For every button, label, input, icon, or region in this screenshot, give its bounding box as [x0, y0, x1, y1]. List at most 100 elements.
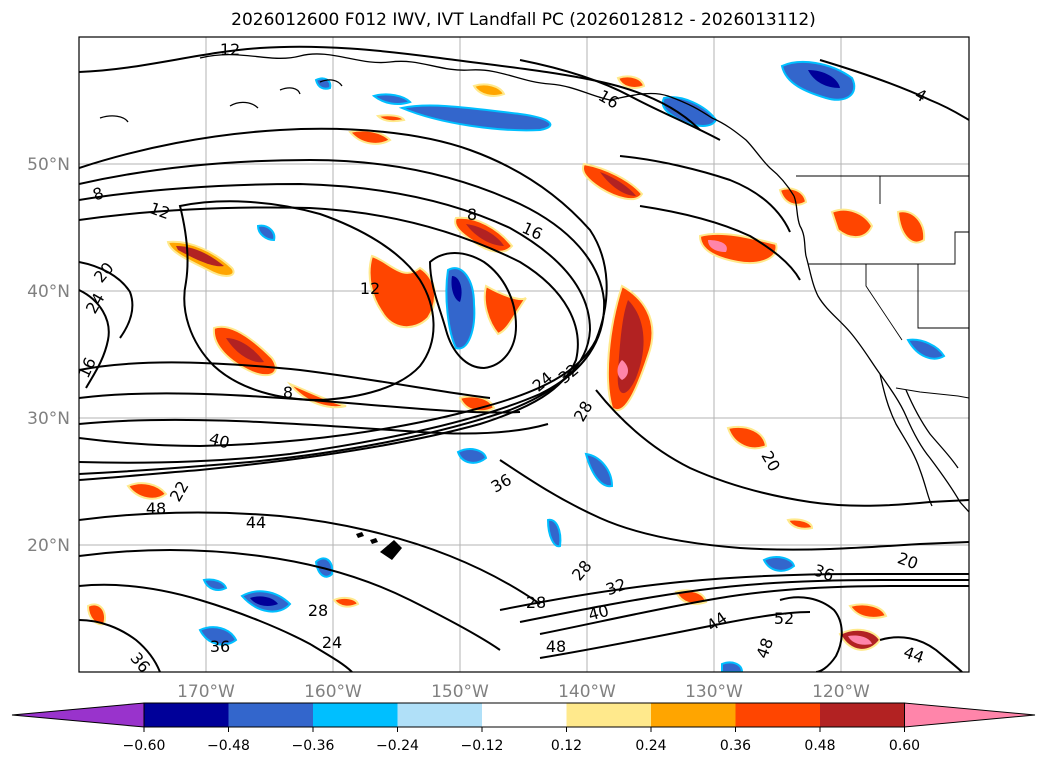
- colorbar-segment: [397, 703, 482, 727]
- lon-label-170w: 170°W: [177, 682, 235, 702]
- pc-blob: [584, 452, 614, 488]
- pc-blob: [371, 93, 412, 105]
- contour-line: [79, 392, 521, 414]
- pc-blob: [314, 77, 332, 90]
- pc-blob: [332, 596, 360, 608]
- gulf-of-california: [905, 389, 959, 469]
- colorbar-tick-label: 0.60: [889, 738, 920, 754]
- pc-blob: [808, 70, 840, 88]
- colorbar-segment: [482, 703, 567, 727]
- colorbar-segment: [144, 703, 229, 727]
- iwv-contours: [79, 45, 969, 672]
- gridlines: [79, 37, 969, 672]
- lat-label-30n: 30°N: [27, 409, 70, 429]
- contour-label-layer: 12 16 4 8 12 16 8 20 24 16 12 8 24 32 28…: [79, 40, 930, 677]
- colorbar: −0.60 −0.48 −0.36 −0.24 −0.12 0.12 0.24 …: [11, 702, 1036, 754]
- colorbar-tick-label: −0.48: [207, 738, 250, 754]
- contour-label: 40: [586, 601, 611, 625]
- contour-line: [499, 459, 969, 551]
- pc-blob: [762, 556, 796, 572]
- contour-line: [819, 59, 969, 121]
- pc-blob: [721, 661, 744, 672]
- state-border: [917, 264, 969, 329]
- contour-label: 24: [322, 633, 342, 652]
- pc-blob: [472, 83, 506, 97]
- colorbar-tick-label: −0.36: [292, 738, 335, 754]
- lon-label-140w: 140°W: [558, 682, 616, 702]
- contour-line: [79, 45, 701, 131]
- contour-label: 28: [526, 593, 546, 612]
- pc-blob: [202, 578, 228, 591]
- lon-label-150w: 150°W: [431, 682, 489, 702]
- pc-blob: [198, 626, 238, 646]
- pc-blob: [848, 603, 888, 619]
- colorbar-segment: [735, 703, 820, 727]
- contour-label: 36: [126, 649, 154, 677]
- canada-coast: [793, 195, 807, 257]
- pc-blob: [286, 381, 347, 409]
- colorbar-tick-label: −0.12: [461, 738, 504, 754]
- contour-line: [539, 585, 969, 635]
- lon-label-120w: 120°W: [812, 682, 870, 702]
- map-frame: [78, 36, 970, 673]
- colorbar-segment: [651, 703, 736, 727]
- colorbar-ticks: [143, 727, 905, 732]
- contour-line: [79, 182, 592, 475]
- contour-line: [539, 611, 811, 659]
- pc-shading: [86, 61, 946, 672]
- pc-blob: [546, 518, 562, 548]
- contour-label: 28: [308, 601, 328, 620]
- contour-label: 48: [146, 499, 166, 518]
- colorbar-tick-label: −0.24: [376, 738, 419, 754]
- contour-label: 36: [210, 637, 230, 656]
- contour-line: [428, 252, 518, 370]
- pc-blob: [256, 224, 276, 242]
- colorbar-segment: [566, 703, 651, 727]
- colorbar-tick-label: −0.60: [123, 738, 166, 754]
- colorbar-tick-label: 0.12: [551, 738, 582, 754]
- contour-label: 44: [246, 513, 266, 532]
- pc-blob: [368, 254, 436, 328]
- pc-blob: [830, 208, 874, 238]
- lat-label-40n: 40°N: [27, 282, 70, 302]
- colorbar-segment: [228, 703, 313, 727]
- contour-line: [519, 59, 721, 141]
- lat-label-20n: 20°N: [27, 536, 70, 556]
- colorbar-segment: [820, 703, 905, 727]
- pc-blob: [674, 589, 708, 605]
- pc-blob: [466, 224, 504, 246]
- pc-blob: [226, 338, 264, 363]
- contour-line: [79, 127, 608, 448]
- alaska-coast: [199, 53, 795, 197]
- pc-blob: [483, 284, 527, 336]
- lon-label-160w: 160°W: [304, 682, 362, 702]
- pc-blob: [451, 276, 462, 302]
- pc-blob: [906, 338, 946, 360]
- pc-blob: [848, 635, 872, 645]
- contour-line: [79, 289, 110, 389]
- colorbar-extend-high: [904, 702, 1036, 728]
- colorbar-tick-label: 0.48: [804, 738, 835, 754]
- lat-label-50n: 50°N: [27, 155, 70, 175]
- map-background: [79, 37, 969, 672]
- contour-line: [79, 418, 549, 435]
- pc-blob: [786, 518, 814, 530]
- contour-label: 48: [546, 637, 566, 656]
- contour-line: [178, 200, 435, 402]
- pc-blob: [375, 114, 406, 123]
- colorbar-segment: [313, 703, 398, 727]
- colorbar-tick-label: 0.36: [720, 738, 751, 754]
- map-layers: 12 16 4 8 12 16 8 20 24 16 12 8 24 32 28…: [79, 37, 969, 677]
- alaska-islands: [99, 79, 343, 123]
- pc-blob: [617, 360, 628, 380]
- contour-line: [79, 261, 134, 339]
- contour-line: [79, 619, 161, 672]
- contour-line: [519, 578, 969, 623]
- contour-line: [499, 572, 969, 611]
- pc-blob: [126, 482, 168, 500]
- lon-label-130w: 130°W: [685, 682, 743, 702]
- pc-blob: [616, 75, 646, 89]
- contour-label: 12: [220, 40, 240, 59]
- boundaries: [796, 175, 969, 399]
